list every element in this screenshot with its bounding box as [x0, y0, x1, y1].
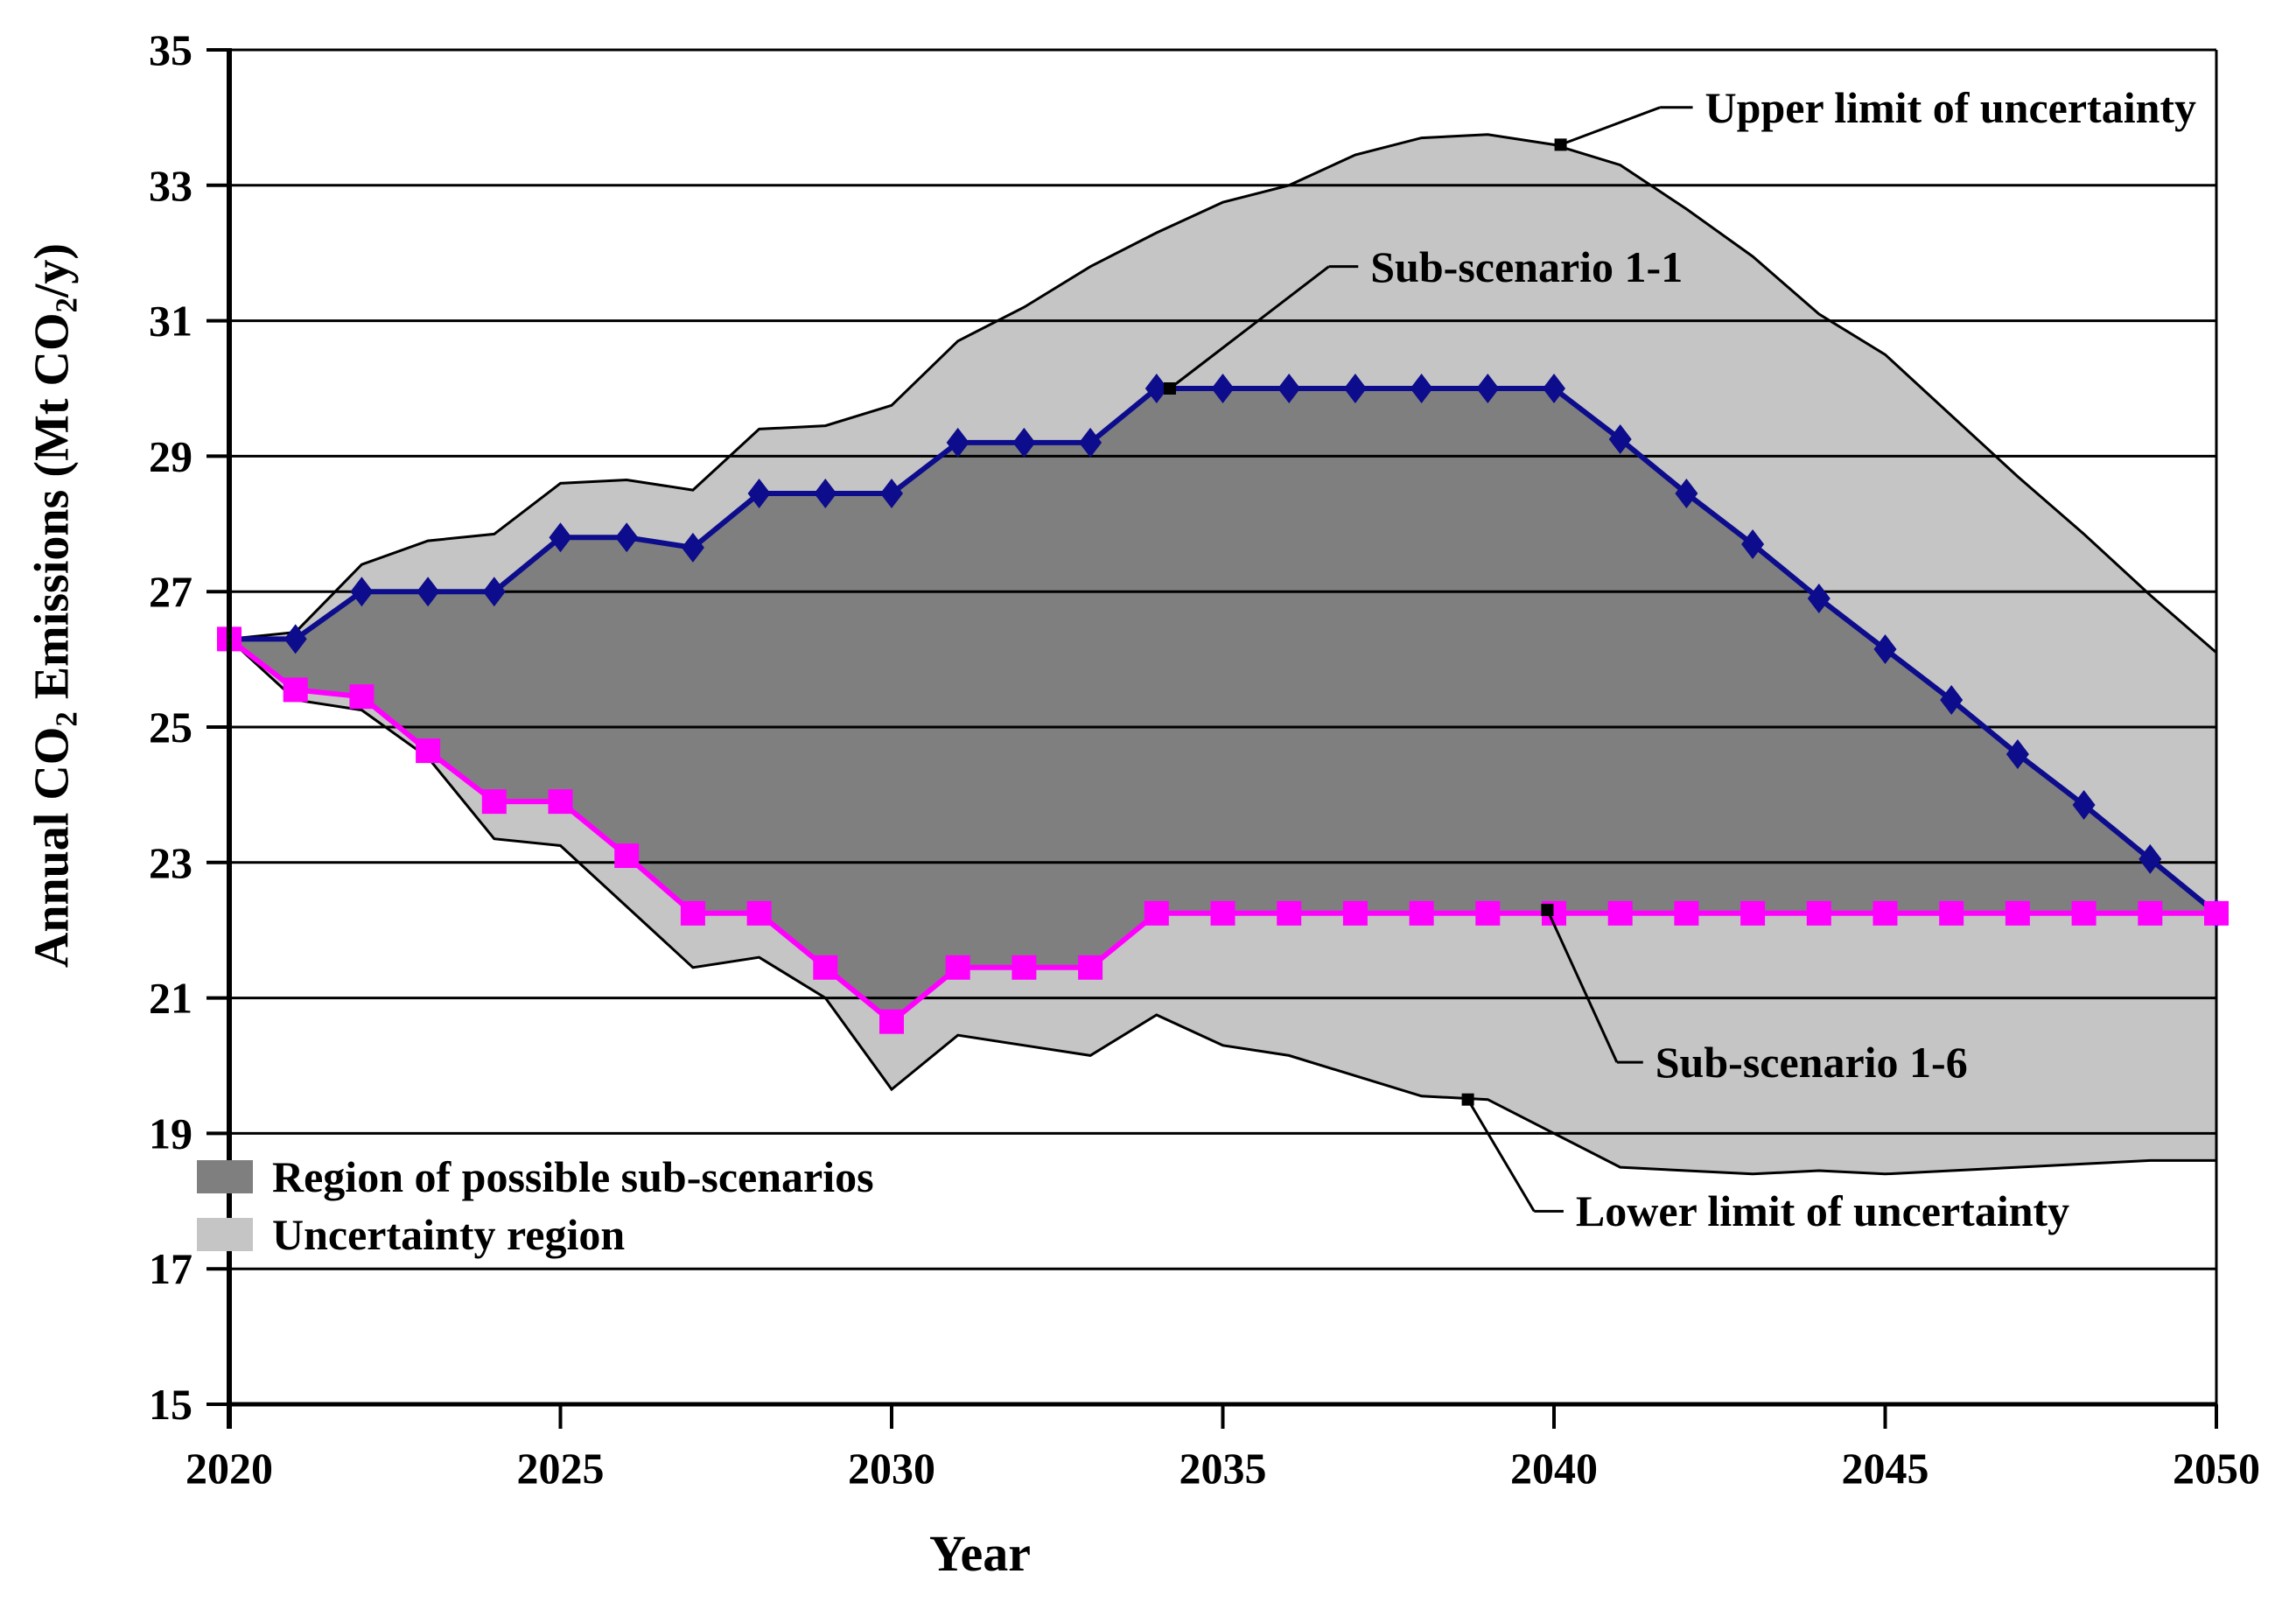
svg-text:27: 27	[149, 567, 192, 616]
annotation-upper-limit: Upper limit of uncertainty	[1704, 82, 2197, 132]
legend-label: Region of possible sub-scenarios	[272, 1152, 874, 1201]
svg-text:35: 35	[149, 25, 192, 74]
x-axis-title: Year	[929, 1525, 1031, 1582]
svg-text:2030: 2030	[848, 1444, 935, 1493]
svg-text:2020: 2020	[186, 1444, 273, 1493]
annotation-sub-scenario-1-1: Sub-scenario 1-1	[1370, 241, 1684, 291]
y-axis-title-part: Annual CO	[24, 726, 80, 969]
svg-text:25: 25	[149, 703, 192, 752]
svg-text:15: 15	[149, 1380, 192, 1429]
svg-text:21: 21	[149, 974, 192, 1023]
svg-text:2050: 2050	[2173, 1444, 2260, 1493]
svg-text:2035: 2035	[1180, 1444, 1267, 1493]
svg-text:17: 17	[149, 1244, 192, 1293]
legend-swatch-dark-gray	[197, 1160, 253, 1193]
svg-text:2025: 2025	[517, 1444, 605, 1493]
legend-item-uncertainty-region: Uncertainty region	[197, 1206, 874, 1263]
y-axis-title-sub: 2	[49, 297, 84, 313]
annotation-lower-limit: Lower limit of uncertainty	[1575, 1186, 2070, 1236]
svg-text:31: 31	[149, 297, 192, 346]
legend-item-region-of-possible-sub-scenarios: Region of possible sub-scenarios	[197, 1148, 874, 1206]
y-axis-title-sub: 2	[49, 711, 84, 727]
svg-text:19: 19	[149, 1109, 192, 1158]
y-axis-title-part: /y)	[24, 242, 80, 298]
svg-text:29: 29	[149, 431, 192, 480]
annotation-sub-scenario-1-6: Sub-scenario 1-6	[1655, 1038, 1968, 1088]
y-axis-title-part: Emissions (Mt CO	[24, 312, 80, 712]
legend-label: Uncertainty region	[272, 1210, 626, 1259]
svg-text:2040: 2040	[1510, 1444, 1598, 1493]
y-axis-title: Annual CO2 Emissions (Mt CO2/y)	[24, 243, 85, 968]
svg-text:2045: 2045	[1842, 1444, 1929, 1493]
legend-swatch-light-gray	[197, 1218, 253, 1251]
svg-text:33: 33	[149, 161, 192, 210]
legend: Region of possible sub-scenarios Uncerta…	[197, 1148, 874, 1263]
svg-text:23: 23	[149, 838, 192, 887]
